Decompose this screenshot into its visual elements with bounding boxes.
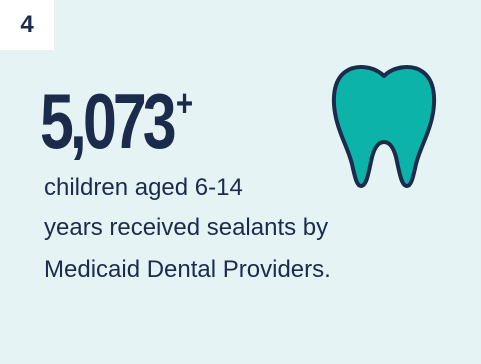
tooth-icon: [331, 65, 437, 188]
step-number: 4: [20, 11, 34, 38]
stat-value: 5,073+: [40, 82, 193, 160]
description-line-1: children aged 6-14: [44, 174, 243, 201]
stat-suffix: +: [175, 83, 194, 125]
stat-number: 5,073: [40, 77, 177, 165]
description-line-2: years received sealants by: [44, 214, 329, 241]
step-badge: 4: [0, 0, 54, 50]
description-line-3: Medicaid Dental Providers.: [44, 256, 331, 283]
